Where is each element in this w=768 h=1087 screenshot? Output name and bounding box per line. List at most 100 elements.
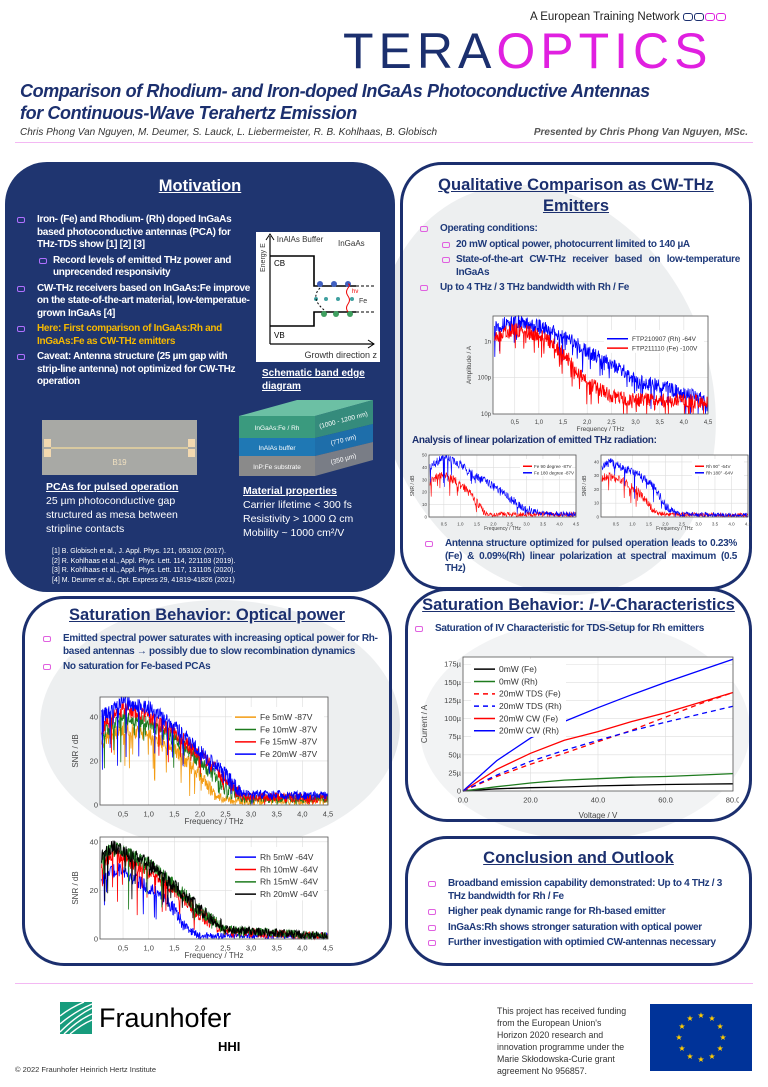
x-tick-label: 4.0 — [556, 522, 563, 527]
series-line-0 — [494, 315, 709, 415]
heading-italic: I-V — [589, 596, 611, 614]
y-tick-label: 0 — [94, 801, 98, 810]
bullet-text: Here: First comparison of InGaAs:Rh and … — [37, 323, 222, 347]
legend-box — [232, 847, 324, 901]
bullet-text: CW-THz receivers based on InGaAs:Fe impr… — [37, 282, 251, 319]
x-tick-label: 2.0 — [490, 522, 497, 527]
list-item: Antenna structure optimized for pulsed o… — [425, 538, 737, 576]
pca-line: 25 µm photoconductive gap — [46, 495, 176, 507]
x-tick-label: 1,5 — [169, 810, 179, 819]
x-tick-label: 3,5 — [272, 810, 282, 819]
series-line-1 — [462, 772, 734, 792]
list-item: Further investigation with optimied CW-a… — [428, 937, 738, 950]
x-tick-label: 4,0 — [680, 420, 689, 426]
bullet-text: Caveat: Antenna structure (25 µm gap wit… — [37, 351, 236, 387]
y-tick-label: 20 — [90, 756, 98, 765]
bullet-icon — [428, 909, 436, 915]
eu-star-icon: ★ — [678, 1022, 685, 1031]
x-tick-label: 1,0 — [535, 420, 544, 426]
plot-frame — [600, 454, 749, 518]
legend-label: Rh 10mW -64V — [260, 864, 318, 874]
y-tick-label: 100p — [478, 376, 492, 382]
divider — [15, 983, 753, 984]
bullet-text: Emitted spectral power saturates with in… — [63, 633, 378, 657]
y-tick-label: 175µ — [444, 660, 462, 669]
reference-item: [3] R. Kohlhaas et al., Appl. Phys. Lett… — [52, 567, 236, 574]
legend-box — [471, 659, 566, 737]
bullet-text: No saturation for Fe-based PCAs — [63, 661, 211, 672]
bullet-text: Broadband emission capability demonstrat… — [448, 878, 723, 902]
x-tick-label: 3.5 — [540, 522, 547, 527]
fe-polarization-chart: 0.5 1.0 1.5 2.0 2.5 3.0 3.5 4.0 4.5 0 10 20 30 40 50 Fe… — [410, 453, 579, 532]
x-tick-label: 2,0 — [583, 420, 592, 426]
plot-frame — [428, 454, 577, 518]
y-axis-label: SNR / dB — [410, 475, 416, 497]
x-axis-label: Frequency / THz — [577, 426, 625, 432]
eu-star-icon: ★ — [716, 1022, 723, 1031]
bullet-icon — [17, 217, 25, 223]
divider — [15, 142, 753, 143]
eu-star-icon: ★ — [708, 1052, 715, 1061]
y-tick-label: 40 — [90, 712, 98, 721]
references: [1] B. Globisch et al., J. Appl. Phys. 1… — [52, 547, 235, 585]
fe-optical-power-chart: 0,5 1,0 1,5 2,0 2,5 3,0 3,5 4,0 4,5 0 20 40 Fe 5mW -… — [71, 696, 333, 825]
legend-label: 20mW TDS (Rh) — [499, 701, 562, 711]
list-item: CW-THz receivers based on InGaAs:Fe impr… — [17, 283, 253, 321]
motivation-panel: Motivation Iron- (Fe) and Rhodium- (Rh) … — [5, 162, 395, 592]
eu-star-icon: ★ — [708, 1014, 715, 1023]
legend-box — [604, 330, 704, 353]
ingaas-label: InGaAs — [338, 239, 365, 248]
bullet-icon — [43, 664, 51, 670]
pca-line: stripline contacts — [46, 523, 125, 535]
x-tick-label: 0,5 — [118, 810, 128, 819]
bullet-text: Up to 4 THz / 3 THz bandwidth with Rh / … — [440, 282, 630, 293]
bullet-icon — [420, 226, 428, 232]
reference-item: [1] B. Globisch et al., J. Appl. Phys. 1… — [52, 548, 226, 555]
x-tick-label: 4,0 — [297, 810, 307, 819]
iv-chart: 0.0 20.0 40.0 60.0 80.0 0 25µ 50µ 75µ 100µ 125µ 150… — [420, 656, 739, 819]
x-tick-label: 1,5 — [169, 944, 179, 953]
y-tick-label: 50 — [422, 453, 428, 458]
y-axis-label: SNR / dB — [582, 475, 588, 497]
eu-star-icon: ★ — [686, 1052, 693, 1061]
iv-bullets: Saturation of IV Characteristic for TDS-… — [415, 623, 745, 636]
series-line-1 — [494, 323, 709, 415]
legend-label: 20mW CW (Fe) — [499, 713, 558, 723]
chip-label: B19 — [112, 458, 127, 467]
qualitative-bullets: Operating conditions: 20 mW optical powe… — [420, 223, 740, 295]
legend-label: FTP210907 (Rh) -64V — [632, 336, 697, 343]
legend-label: Rh 20mW -64V — [260, 889, 318, 899]
bullet-icon — [420, 285, 428, 291]
section-heading: Saturation Behavior: Optical power — [69, 606, 345, 624]
conclusion-panel: Conclusion and Outlook Broadband emissio… — [405, 836, 752, 966]
y-axis-label: SNR / dB — [71, 871, 80, 904]
funding-line: innovation programme under the — [497, 1042, 625, 1052]
y-tick-label: 10 — [594, 501, 600, 506]
cb-label: CB — [274, 259, 285, 268]
x-tick-label: 2.5 — [507, 522, 514, 527]
x-tick-label: 4,5 — [323, 944, 333, 953]
y-tick-label: 1n — [484, 339, 491, 345]
x-axis-label: Frequency / THz — [185, 817, 244, 825]
legend-label: 0mW (Rh) — [499, 676, 538, 686]
bullet-text: Antenna structure optimized for pulsed o… — [445, 538, 737, 574]
plot-frame — [462, 656, 734, 792]
bullet-text: 20 mW optical power, photocurrent limite… — [456, 238, 690, 250]
x-tick-label: 1.5 — [646, 522, 653, 527]
legend-label: Rh 180° -64V — [706, 470, 733, 475]
energy-axis-label: Energy E — [260, 243, 267, 272]
material-line: Carrier lifetime < 300 fs — [243, 499, 352, 511]
series-line-4 — [462, 691, 734, 792]
bullet-icon — [39, 257, 47, 264]
bullet-icon — [17, 326, 25, 332]
x-tick-label: 4.0 — [728, 522, 735, 527]
x-tick-label: 3.5 — [712, 522, 719, 527]
series-line-3 — [462, 705, 734, 792]
y-tick-label: 0 — [457, 787, 461, 796]
bullet-icon — [43, 636, 51, 642]
eu-star-icon: ★ — [697, 1011, 704, 1020]
x-tick-label: 4,5 — [704, 420, 713, 426]
list-item: Up to 4 THz / 3 THz bandwidth with Rh / … — [420, 282, 740, 295]
layer-mid-label: InAlAs buffer — [258, 445, 296, 452]
bullet-text: Record levels of emitted THz power and u… — [53, 254, 232, 279]
